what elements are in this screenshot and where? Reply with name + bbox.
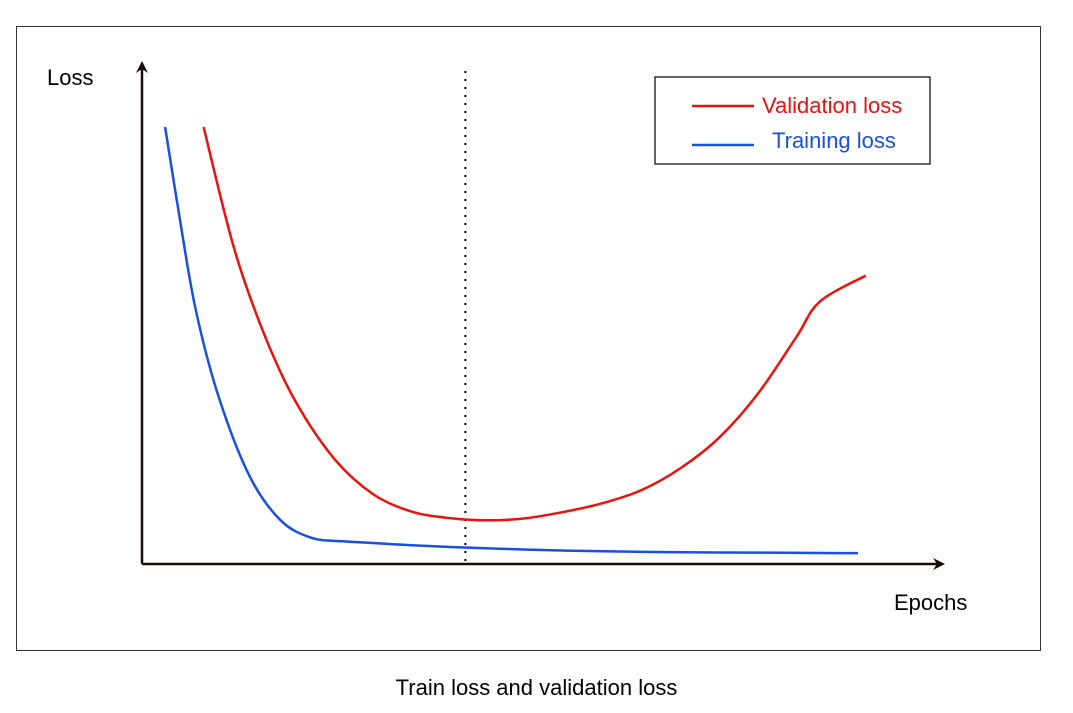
figure-frame: Validation loss Training loss Loss Epoch… [16,26,1041,651]
x-axis-label: Epochs [894,590,968,615]
legend-label-training: Training loss [772,128,896,153]
series-line-validation [202,126,867,522]
series-line-training [163,126,859,555]
loss-chart: Validation loss Training loss [136,61,945,570]
legend-label-validation: Validation loss [762,93,902,118]
figure-caption: Train loss and validation loss [395,675,678,700]
legend-box [654,76,931,165]
y-axis-label: Loss [47,65,94,90]
